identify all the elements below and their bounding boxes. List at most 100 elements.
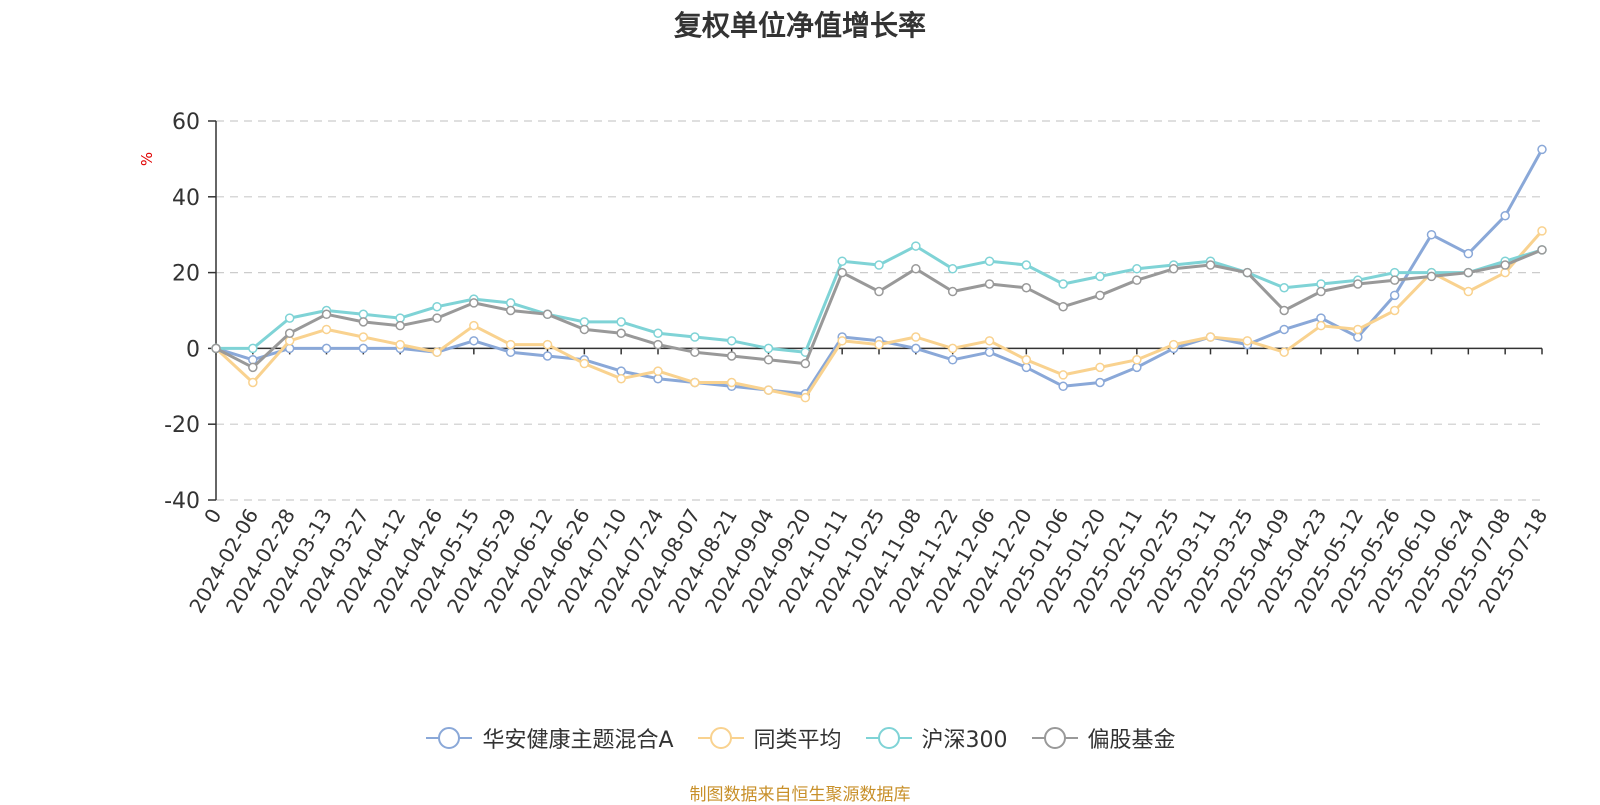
- series-point-2: [1389, 267, 1400, 278]
- legend-item-2[interactable]: 沪深300: [864, 722, 1008, 754]
- series-point-2: [763, 343, 774, 354]
- legend-swatch-icon: [697, 727, 744, 749]
- series-point-1: [690, 377, 700, 388]
- y-tick-label: 40: [172, 186, 200, 211]
- series-point-3: [1500, 260, 1510, 270]
- series-point-2: [690, 332, 700, 342]
- series-line-0: [215, 148, 1544, 396]
- series-point-3: [1279, 305, 1289, 316]
- series-point-2: [1132, 264, 1142, 274]
- series-point-3: [505, 305, 516, 316]
- series-point-3: [1205, 260, 1216, 270]
- series-point-2: [874, 260, 884, 270]
- series-point-0: [469, 336, 479, 346]
- series-point-3: [984, 279, 995, 289]
- series-point-1: [947, 343, 958, 354]
- legend-swatch-icon: [1031, 727, 1078, 749]
- series-point-1: [1058, 370, 1068, 380]
- series-point-1: [1389, 305, 1400, 316]
- series-point-0: [1537, 144, 1547, 155]
- series-point-3: [800, 358, 811, 369]
- legend-item-1[interactable]: 同类平均: [696, 722, 842, 754]
- series-point-1: [1132, 355, 1142, 365]
- series-point-0: [911, 343, 921, 354]
- series-point-1: [726, 377, 737, 388]
- series-point-1: [653, 366, 663, 376]
- series-point-1: [469, 320, 479, 331]
- series-point-0: [1095, 377, 1105, 388]
- series-point-3: [690, 347, 700, 357]
- chart-title: 复权单位净值增长率: [673, 9, 926, 42]
- series-point-1: [321, 324, 332, 335]
- series-point-0: [1500, 211, 1510, 221]
- series-point-1: [874, 339, 884, 350]
- series-point-3: [726, 351, 737, 361]
- series-point-0: [947, 355, 958, 365]
- series-point-3: [284, 328, 295, 338]
- series-point-3: [1353, 279, 1363, 289]
- x-tick-label: 0: [199, 505, 226, 528]
- series-point-1: [358, 332, 369, 342]
- series-point-2: [1095, 271, 1105, 282]
- series-point-0: [1021, 362, 1032, 373]
- series-point-1: [837, 336, 847, 346]
- legend-item-3[interactable]: 偏股基金: [1030, 722, 1176, 754]
- series-point-1: [395, 339, 405, 350]
- series-point-2: [653, 328, 663, 338]
- series-point-0: [1058, 381, 1068, 392]
- series-point-1: [1463, 286, 1474, 297]
- series-point-3: [542, 309, 553, 320]
- series-point-3: [1537, 245, 1547, 255]
- series-point-2: [432, 301, 442, 312]
- series-point-2: [984, 256, 995, 266]
- legend-swatch-icon: [865, 727, 912, 749]
- y-tick-label: -20: [164, 413, 200, 438]
- source-note: 制图数据来自恒生聚源数据库: [689, 785, 911, 805]
- series-point-2: [579, 317, 590, 327]
- series-point-3: [1168, 264, 1179, 274]
- series-point-3: [763, 355, 774, 365]
- series-point-2: [947, 264, 958, 274]
- series-point-1: [579, 358, 590, 369]
- series-point-3: [1242, 267, 1253, 278]
- series-point-0: [653, 373, 663, 384]
- series-point-2: [1316, 279, 1326, 289]
- series-point-3: [616, 328, 626, 338]
- series-point-3: [358, 317, 369, 327]
- series-point-3: [874, 286, 884, 297]
- series-point-1: [1242, 336, 1253, 346]
- series-point-2: [395, 313, 405, 323]
- series-point-1: [1021, 355, 1032, 365]
- series-point-3: [321, 309, 332, 320]
- series-point-2: [358, 309, 369, 320]
- series-point-2: [726, 336, 737, 346]
- series-point-0: [358, 343, 369, 354]
- series-point-0: [1463, 248, 1474, 259]
- series-point-3: [1316, 286, 1326, 297]
- legend-item-0[interactable]: 华安健康主题混合A: [424, 722, 674, 754]
- series-point-0: [542, 351, 553, 361]
- series-point-1: [763, 385, 774, 395]
- series-point-3: [1426, 271, 1437, 282]
- series-point-1: [248, 377, 258, 388]
- series-point-0: [1389, 290, 1400, 301]
- legend-label: 华安健康主题混合A: [482, 728, 674, 753]
- legend-swatch-icon: [426, 727, 473, 749]
- y-tick-label: 20: [172, 262, 200, 287]
- y-tick-label: 60: [172, 110, 200, 135]
- series-point-0: [1132, 362, 1142, 373]
- series-point-0: [248, 355, 258, 365]
- series-point-3: [579, 324, 590, 335]
- series-point-3: [1132, 275, 1142, 285]
- legend: 华安健康主题混合A 同类平均 沪深300 偏股基金: [0, 722, 1600, 754]
- series-point-1: [1168, 339, 1179, 350]
- series-point-1: [284, 336, 295, 346]
- series-point-3: [1463, 267, 1474, 278]
- series-point-1: [1537, 226, 1547, 236]
- series-point-3: [248, 362, 258, 373]
- series-point-1: [1316, 320, 1326, 331]
- series-point-0: [321, 343, 332, 354]
- series-point-0: [505, 347, 516, 357]
- series-point-2: [284, 313, 295, 323]
- series-point-1: [432, 347, 442, 357]
